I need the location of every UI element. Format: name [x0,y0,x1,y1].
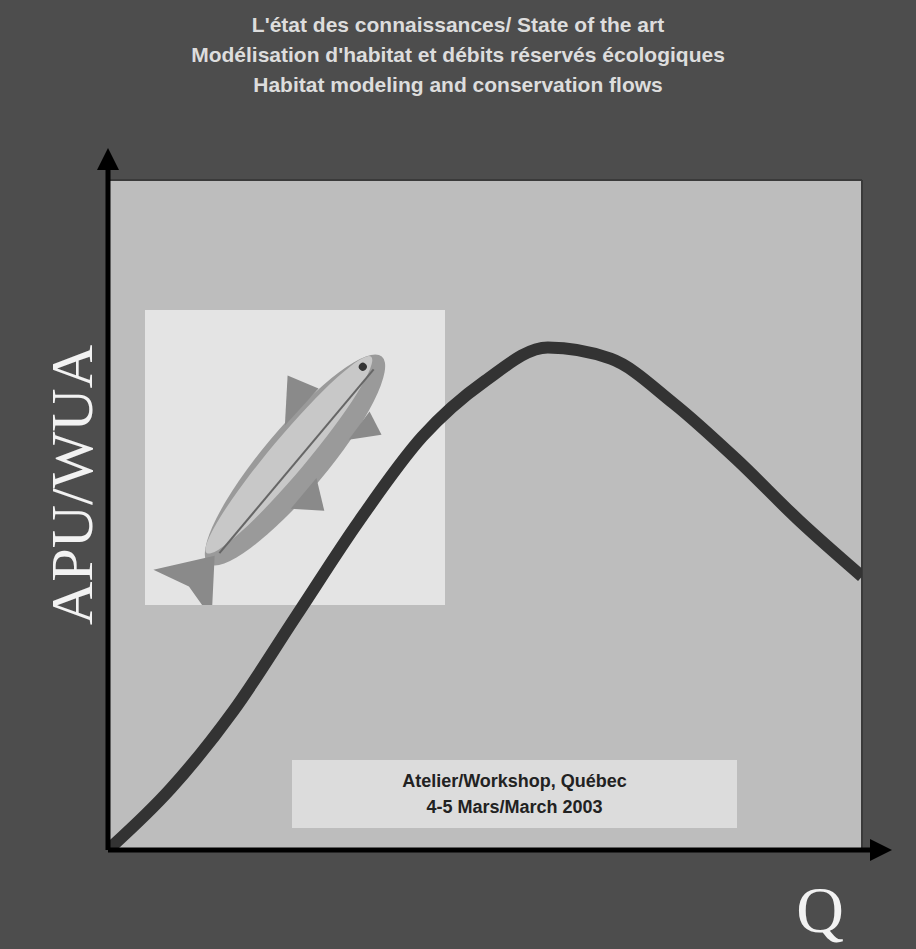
svg-text:Q: Q [796,873,844,946]
html-text:Modélisation d'habitat et débi: Modélisation d'habitat et débits réservé… [191,43,725,66]
html-text:L'état des connaissances/ Stat: L'état des connaissances/ State of the a… [251,13,665,36]
html-text:Habitat modeling and conservat: Habitat modeling and conservation flows [253,73,663,96]
svg-text:APU/WUA: APU/WUA [39,345,105,625]
html-text:Atelier/Workshop, Québec: Atelier/Workshop, Québec [402,771,627,791]
html-text:4-5 Mars/March 2003: 4-5 Mars/March 2003 [426,797,603,817]
